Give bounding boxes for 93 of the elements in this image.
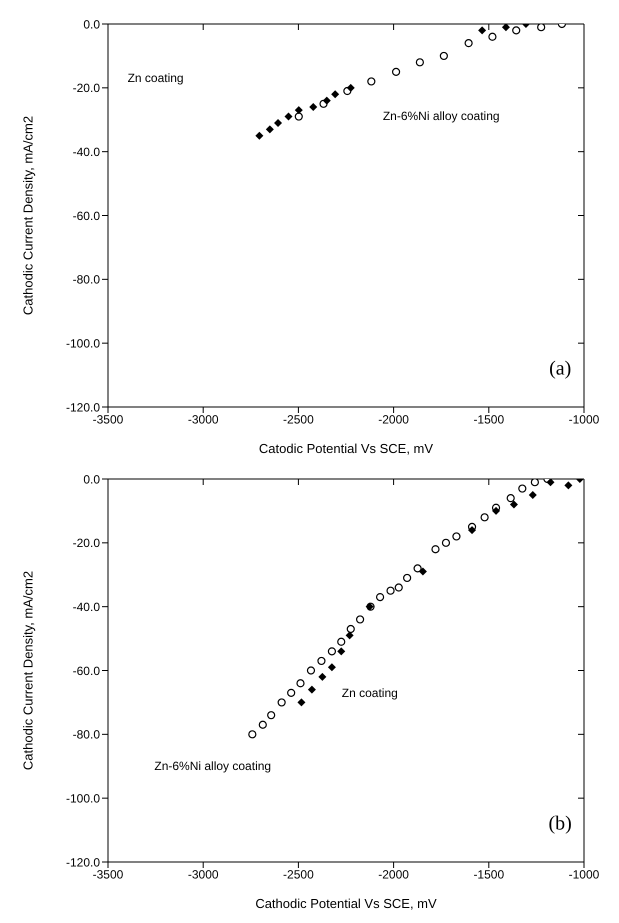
- point: [512, 26, 520, 34]
- y-tick-label: -60.0: [72, 208, 100, 223]
- y-axis-title: Cathodic Current Density, mA/cm2: [20, 570, 36, 770]
- y-tick-label: 0.0: [83, 472, 100, 486]
- point: [518, 484, 526, 493]
- point: [322, 96, 331, 105]
- y-axis-title: Cathodic Current Density, mA/cm2: [20, 116, 36, 316]
- point: [492, 506, 500, 515]
- point: [478, 26, 486, 34]
- point: [306, 666, 316, 675]
- x-axis-title: Cathodic Potential Vs SCE, mV: [255, 896, 438, 911]
- x-tick-label: -2000: [378, 412, 410, 427]
- y-tick-label: -40.0: [72, 144, 100, 159]
- point: [278, 698, 286, 707]
- point: [537, 24, 546, 32]
- annotation: (a): [549, 357, 572, 380]
- point: [392, 68, 400, 76]
- point: [546, 479, 554, 486]
- x-tick-label: -3500: [92, 412, 124, 427]
- point: [530, 479, 539, 486]
- y-tick-label: 0.0: [83, 17, 100, 32]
- point: [528, 490, 537, 499]
- annotation: Zn-6%Ni alloy coating: [154, 759, 272, 774]
- point: [564, 481, 572, 490]
- point: [367, 77, 376, 86]
- y-tick-label: -120.0: [66, 400, 100, 414]
- x-axis-title: Catodic Potential Vs SCE, mV: [258, 441, 434, 456]
- y-tick-label: -80.0: [72, 272, 100, 287]
- x-tick-label: -2500: [283, 412, 314, 427]
- point: [506, 494, 515, 502]
- y-tick-label: -60.0: [72, 664, 100, 678]
- y-tick-label: -80.0: [72, 728, 100, 742]
- point: [413, 564, 422, 572]
- point: [431, 545, 440, 554]
- point: [287, 688, 296, 697]
- x-tick-label: -1000: [568, 412, 600, 427]
- point: [356, 615, 364, 624]
- point: [442, 538, 450, 547]
- point: [331, 90, 340, 98]
- point: [440, 52, 448, 60]
- point: [452, 532, 461, 541]
- point: [296, 679, 305, 688]
- point: [346, 624, 355, 634]
- y-tick-label: -40.0: [72, 600, 100, 614]
- x-tick-label: -2500: [283, 868, 314, 882]
- x-tick-label: -3000: [188, 868, 219, 882]
- point: [416, 58, 424, 66]
- point: [294, 106, 303, 114]
- point: [464, 39, 473, 48]
- point: [376, 592, 384, 602]
- point: [255, 132, 264, 140]
- y-tick-label: -20.0: [72, 81, 100, 96]
- point: [328, 647, 336, 656]
- point: [294, 112, 303, 121]
- point: [317, 656, 326, 666]
- x-tick-label: -2000: [378, 868, 410, 882]
- annotation: Zn coating: [342, 686, 398, 700]
- x-tick-label: -3000: [188, 412, 219, 427]
- y-tick-label: -100.0: [66, 791, 100, 806]
- point: [328, 663, 336, 672]
- point: [480, 513, 489, 522]
- annotation: (b): [548, 812, 572, 836]
- point: [284, 112, 292, 121]
- point: [418, 568, 427, 576]
- annotation: Zn coating: [128, 70, 184, 85]
- point: [266, 125, 274, 134]
- point: [337, 638, 346, 646]
- point: [346, 84, 355, 92]
- x-tick-label: -1000: [568, 868, 600, 882]
- point: [386, 586, 395, 595]
- y-tick-label: -120.0: [66, 855, 100, 870]
- y-tick-label: -100.0: [66, 336, 100, 350]
- x-tick-label: -3500: [92, 868, 124, 882]
- x-tick-label: -1500: [473, 868, 504, 882]
- point: [394, 583, 403, 592]
- point: [308, 686, 316, 694]
- y-tick-label: -20.0: [72, 536, 100, 550]
- point: [267, 711, 276, 720]
- x-tick-label: -1500: [473, 412, 504, 427]
- point: [468, 526, 476, 534]
- point: [309, 102, 318, 111]
- point: [248, 730, 256, 738]
- point: [488, 32, 497, 41]
- point: [258, 720, 267, 729]
- point: [274, 118, 282, 127]
- point: [318, 672, 326, 681]
- annotation: Zn-6%Ni alloy coating: [382, 108, 500, 123]
- point: [337, 647, 346, 656]
- point: [502, 24, 510, 32]
- point: [346, 631, 354, 640]
- point: [510, 500, 518, 509]
- point: [297, 698, 306, 706]
- point: [403, 574, 412, 582]
